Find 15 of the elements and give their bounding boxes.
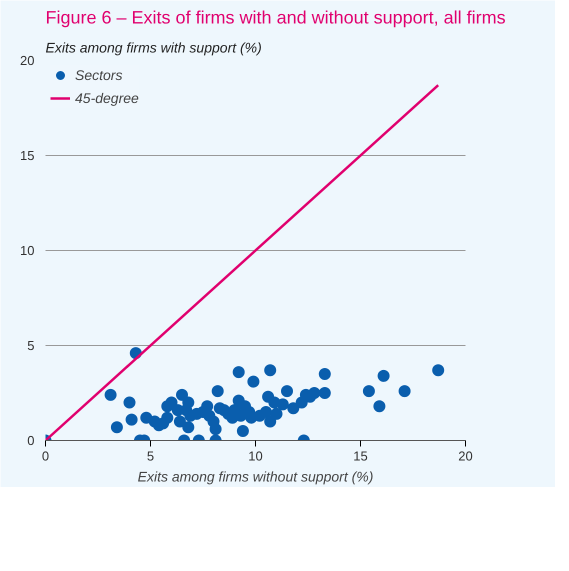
y-tick-label: 15 — [20, 148, 35, 163]
chart-title: Figure 6 – Exits of firms with and without support, all firms — [46, 8, 506, 28]
x-tick-label: 5 — [146, 448, 154, 464]
x-tick-label: 15 — [353, 448, 368, 464]
x-tick-label: 10 — [248, 448, 263, 464]
x-tick-label: 0 — [42, 448, 50, 464]
y-tick-label: 10 — [20, 243, 35, 258]
y-tick-label: 20 — [20, 53, 35, 68]
x-tick-label: 20 — [458, 448, 473, 464]
y-tick-label: 5 — [27, 338, 35, 353]
legend-label: Sectors — [75, 67, 122, 83]
y-tick-label: 0 — [27, 433, 35, 448]
y-axis-title: Exits among firms with support (%) — [46, 40, 262, 56]
legend-label: 45-degree — [75, 90, 139, 106]
x-axis-title: Exits among firms without support (%) — [138, 468, 374, 484]
